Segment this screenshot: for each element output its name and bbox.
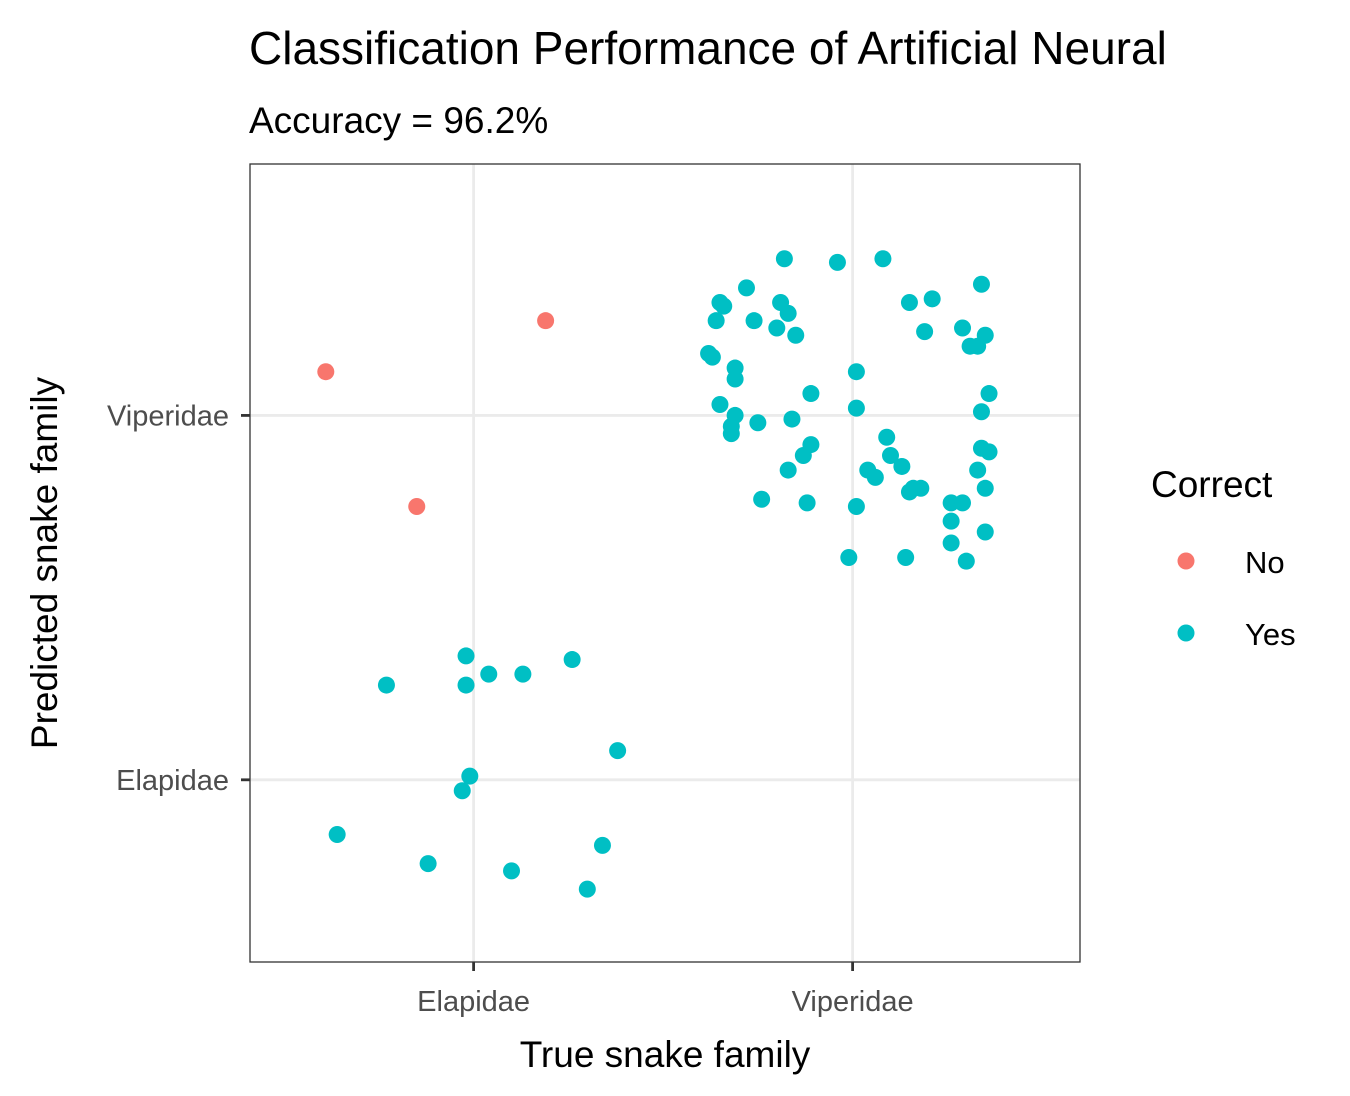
point-yes bbox=[453, 782, 471, 800]
point-yes bbox=[768, 319, 786, 337]
point-yes bbox=[980, 385, 998, 403]
y-tick-label: Elapidae bbox=[116, 765, 229, 797]
point-yes bbox=[745, 312, 763, 330]
point-yes bbox=[972, 403, 990, 421]
legend-label-yes: Yes bbox=[1245, 617, 1296, 652]
point-yes bbox=[980, 443, 998, 461]
point-yes bbox=[328, 825, 346, 843]
y-axis: Elapidae Viperidae bbox=[107, 400, 250, 797]
panel-border bbox=[249, 163, 1081, 963]
x-axis-label: True snake family bbox=[520, 1034, 811, 1075]
point-yes bbox=[457, 676, 475, 694]
point-yes bbox=[726, 370, 744, 388]
point-yes bbox=[749, 414, 767, 432]
point-yes bbox=[794, 447, 812, 465]
point-yes bbox=[753, 490, 771, 508]
data-points bbox=[317, 250, 998, 898]
y-axis-label: Predicted snake family bbox=[24, 376, 65, 749]
point-yes bbox=[711, 395, 729, 413]
point-yes bbox=[737, 279, 755, 297]
x-tick-label: Viperidae bbox=[792, 986, 914, 1018]
point-yes bbox=[900, 293, 918, 311]
legend: Correct No Yes bbox=[1151, 464, 1296, 652]
point-yes bbox=[609, 742, 627, 760]
chart-title: Classification Performance of Artificial… bbox=[249, 22, 1167, 74]
legend-title: Correct bbox=[1151, 464, 1273, 505]
point-yes bbox=[707, 312, 725, 330]
point-yes bbox=[878, 428, 896, 446]
point-yes bbox=[916, 323, 934, 341]
panel-background bbox=[250, 164, 1080, 962]
point-yes bbox=[593, 836, 611, 854]
point-yes bbox=[954, 319, 972, 337]
point-yes bbox=[847, 399, 865, 417]
x-tick-label: Elapidae bbox=[417, 986, 530, 1018]
point-yes bbox=[703, 348, 721, 366]
point-yes bbox=[923, 290, 941, 308]
point-yes bbox=[779, 304, 797, 322]
chart-subtitle: Accuracy = 96.2% bbox=[249, 100, 548, 141]
point-no bbox=[408, 498, 426, 516]
plot-panel bbox=[249, 163, 1081, 963]
point-yes bbox=[722, 425, 740, 443]
point-yes bbox=[578, 880, 596, 898]
point-yes bbox=[480, 665, 498, 683]
point-yes bbox=[775, 250, 793, 268]
point-yes bbox=[802, 385, 820, 403]
point-yes bbox=[828, 253, 846, 271]
point-yes bbox=[897, 549, 915, 567]
point-yes bbox=[900, 483, 918, 501]
point-yes bbox=[882, 447, 900, 465]
x-axis: Elapidae Viperidae bbox=[417, 962, 914, 1018]
legend-label-no: No bbox=[1245, 545, 1285, 580]
point-yes bbox=[976, 523, 994, 541]
legend-key-no bbox=[1177, 552, 1195, 570]
point-no bbox=[537, 312, 555, 330]
point-yes bbox=[874, 250, 892, 268]
point-yes bbox=[779, 461, 797, 479]
point-yes bbox=[798, 494, 816, 512]
point-yes bbox=[847, 363, 865, 381]
point-yes bbox=[976, 479, 994, 497]
point-yes bbox=[954, 494, 972, 512]
point-yes bbox=[514, 665, 532, 683]
point-yes bbox=[972, 275, 990, 293]
point-yes bbox=[787, 326, 805, 344]
point-yes bbox=[866, 468, 884, 486]
point-yes bbox=[893, 457, 911, 475]
point-yes bbox=[563, 651, 581, 669]
point-yes bbox=[783, 410, 801, 428]
point-yes bbox=[969, 461, 987, 479]
point-yes bbox=[840, 549, 858, 567]
point-yes bbox=[377, 676, 395, 694]
point-yes bbox=[847, 498, 865, 516]
y-tick-label: Viperidae bbox=[107, 400, 229, 432]
legend-key-yes bbox=[1177, 624, 1195, 642]
point-yes bbox=[942, 512, 960, 530]
point-yes bbox=[715, 297, 733, 315]
point-yes bbox=[957, 552, 975, 570]
point-yes bbox=[503, 862, 521, 880]
point-yes bbox=[942, 534, 960, 552]
point-yes bbox=[457, 647, 475, 665]
point-yes bbox=[969, 337, 987, 355]
point-yes bbox=[461, 767, 479, 785]
point-yes bbox=[419, 855, 437, 873]
point-no bbox=[317, 363, 335, 381]
